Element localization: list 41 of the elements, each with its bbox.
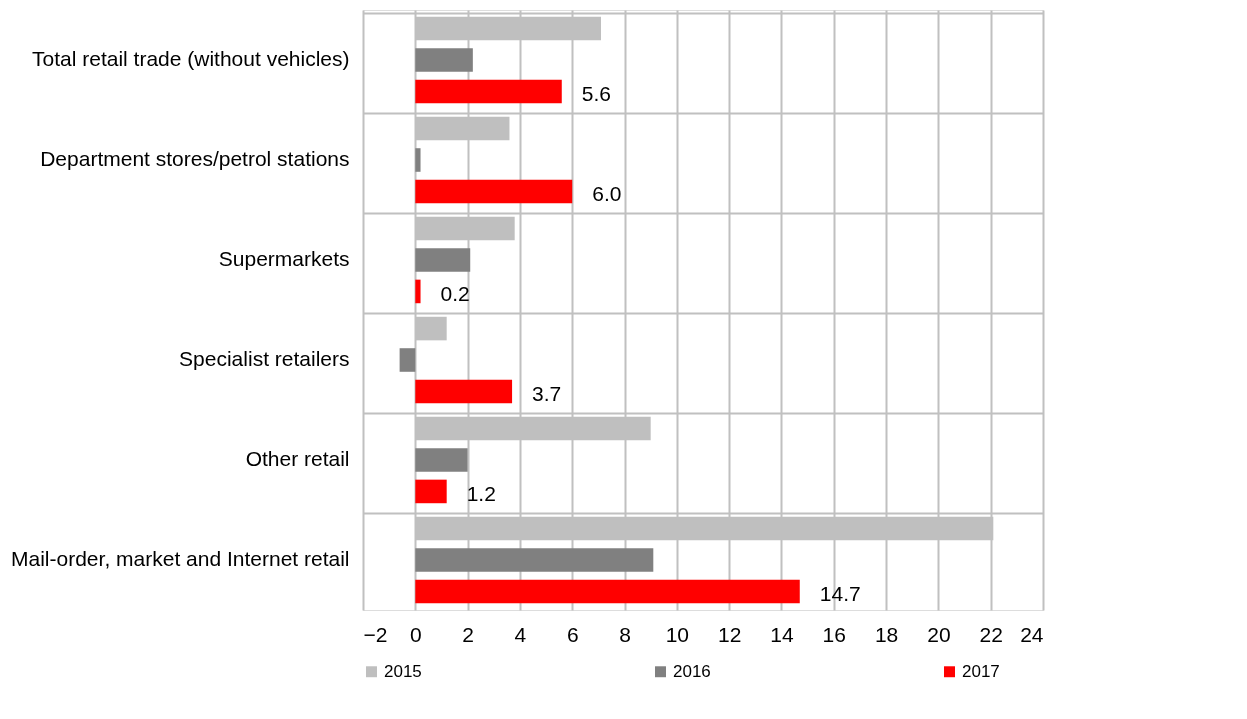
x-tick-label: 12 <box>717 622 742 646</box>
y-tick-label: Specialist retailers <box>179 347 350 370</box>
bar <box>415 48 473 72</box>
bar <box>415 248 471 272</box>
data-label: 0.2 <box>440 282 470 306</box>
legend-label: 2015 <box>384 661 422 681</box>
x-tick-label: 10 <box>665 622 690 646</box>
x-tick-label: 14 <box>770 622 794 646</box>
x-tick-label: 18 <box>874 622 899 646</box>
data-label: 1.2 <box>466 482 496 506</box>
x-tick-label: 8 <box>619 622 631 646</box>
x-tick-label: 22 <box>979 622 1003 646</box>
x-tick-label: 0 <box>409 622 422 646</box>
data-label: 6.0 <box>592 182 622 206</box>
bar <box>415 279 421 304</box>
bar <box>415 79 562 104</box>
bar <box>415 379 513 404</box>
x-tick-label: 4 <box>514 622 527 646</box>
y-tick-label: Total retail trade (without vehicles) <box>32 47 350 70</box>
bar <box>399 348 416 372</box>
bar <box>415 179 573 204</box>
legend-label: 2016 <box>673 661 711 681</box>
bar <box>415 479 447 504</box>
bar <box>415 548 654 572</box>
bar <box>415 148 421 172</box>
bar <box>415 448 468 472</box>
data-label: 3.7 <box>532 382 562 406</box>
data-label: 5.6 <box>581 82 611 106</box>
x-tick-label: 6 <box>566 622 579 646</box>
x-tick-label: 16 <box>822 622 846 646</box>
x-tick-label: 24 <box>1020 622 1044 646</box>
y-tick-label: Department stores/petrol stations <box>40 147 350 170</box>
y-tick-label: Supermarkets <box>218 247 350 270</box>
y-tick-label: Mail-order, market and Internet retail <box>11 547 350 570</box>
x-tick-label: 2 <box>462 622 474 646</box>
x-tick-label: 20 <box>927 622 951 646</box>
data-label: 14.7 <box>819 582 861 606</box>
legend-label: 2017 <box>962 661 1000 681</box>
y-tick-label: Other retail <box>245 447 350 470</box>
x-tick-label: −2 <box>363 622 388 646</box>
bar <box>415 579 800 604</box>
